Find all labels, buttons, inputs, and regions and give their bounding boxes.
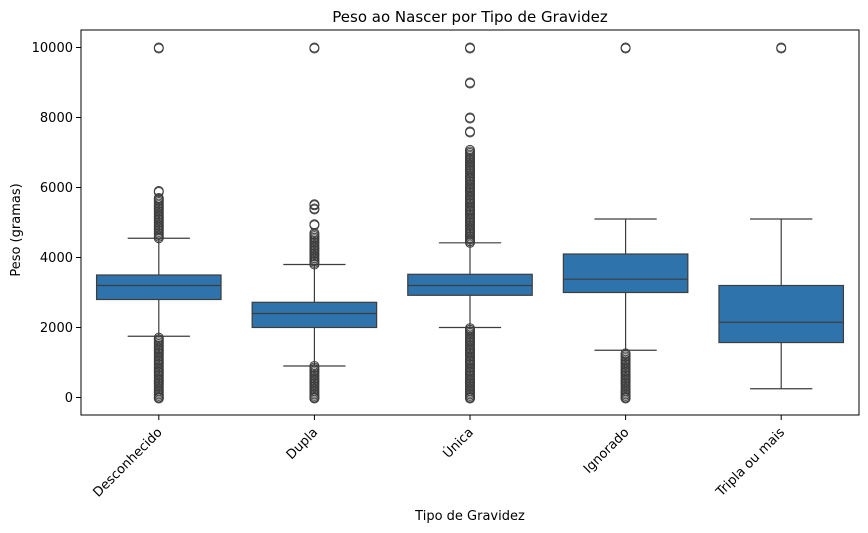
- x-tick-label: Tripla ou mais: [713, 425, 788, 500]
- outlier-point: [153, 187, 164, 197]
- y-tick-label: 2000: [40, 321, 73, 336]
- x-axis-label: Tipo de Gravidez: [414, 509, 525, 524]
- box-Tripla ou mais: [718, 284, 845, 344]
- outlier-point: [309, 204, 320, 215]
- outlier-point: [153, 43, 164, 54]
- box-Única: [407, 273, 533, 296]
- y-axis-label: Peso (gramas): [9, 183, 24, 276]
- outlier-point: [309, 200, 320, 211]
- outlier-point: [153, 194, 164, 204]
- y-tick-label: 8000: [40, 111, 73, 126]
- x-tick-label: Dupla: [284, 425, 322, 463]
- outlier-point: [620, 43, 631, 54]
- y-tick-label: 10000: [32, 41, 73, 56]
- box-Desconhecido: [95, 274, 222, 301]
- outlier-point: [465, 127, 475, 138]
- outlier-point: [465, 393, 475, 404]
- y-tick-label: 4000: [40, 251, 73, 266]
- outlier-point: [465, 78, 475, 89]
- x-tick-label: Desconhecido: [90, 425, 165, 500]
- outlier-point: [309, 393, 320, 404]
- x-tick-label: Ignorado: [581, 425, 633, 477]
- x-tick-label: Única: [440, 425, 477, 462]
- outlier-point: [309, 220, 320, 231]
- box-Ignorado: [562, 253, 689, 294]
- plot-area: 0 2000 4000 6000 8000 10000 Desconhecido Dupla Ú…: [32, 29, 860, 500]
- outlier-point: [465, 113, 475, 124]
- y-tick-label: 0: [65, 391, 73, 406]
- outlier-point: [776, 43, 787, 54]
- y-tick-label: 6000: [40, 181, 73, 196]
- outlier-point: [620, 393, 631, 404]
- box-Dupla: [251, 301, 378, 329]
- axes-frame: [80, 29, 860, 416]
- outlier-point: [309, 43, 320, 54]
- outlier-point: [153, 393, 164, 404]
- outlier-point: [465, 43, 475, 54]
- chart-title: Peso ao Nascer por Tipo de Gravidez: [332, 8, 608, 26]
- outlier-point: [465, 144, 475, 155]
